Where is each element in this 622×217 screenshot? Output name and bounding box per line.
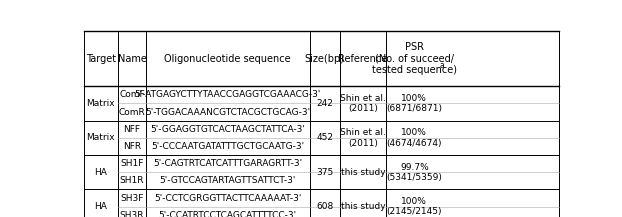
Text: 99.7%
(5341/5359): 99.7% (5341/5359) (386, 163, 442, 182)
Text: Reference: Reference (338, 54, 388, 64)
Text: SH3R: SH3R (120, 211, 144, 217)
Text: Name: Name (118, 54, 146, 64)
Text: 5'-GGAGGTGTCACTAAGCTATTCA-3': 5'-GGAGGTGTCACTAAGCTATTCA-3' (151, 125, 305, 134)
Text: Shin et al.
(2011): Shin et al. (2011) (340, 128, 386, 148)
Text: HA: HA (95, 168, 108, 177)
Text: Oligonucleotide sequence: Oligonucleotide sequence (164, 54, 291, 64)
Text: SH1R: SH1R (120, 176, 144, 185)
Text: Matrix: Matrix (86, 133, 115, 142)
Text: 5'-GTCCAGTARTAGTTSATTCT-3': 5'-GTCCAGTARTAGTTSATTCT-3' (160, 176, 296, 185)
Text: 5'-CCTCGRGGTTACTTCAAAAAT-3': 5'-CCTCGRGGTTACTTCAAAAAT-3' (154, 194, 302, 202)
Text: 452: 452 (316, 133, 333, 142)
Text: Shin et al.
(2011): Shin et al. (2011) (340, 94, 386, 113)
Text: PSR
(No. of succeed/
tested sequence): PSR (No. of succeed/ tested sequence) (372, 42, 457, 75)
Text: ComF: ComF (119, 90, 145, 99)
Text: 5'-TGGACAAANCGTCTACGCTGCAG-3': 5'-TGGACAAANCGTCTACGCTGCAG-3' (145, 107, 310, 117)
Text: Target: Target (86, 54, 116, 64)
Text: 375: 375 (316, 168, 333, 177)
Text: 608: 608 (316, 202, 333, 211)
Text: NFR: NFR (123, 142, 141, 151)
Text: this study: this study (341, 202, 385, 211)
Text: Matrix: Matrix (86, 99, 115, 108)
Text: 5'-ATGAGYCTTYTAACCGAGGTCGAAACG-3': 5'-ATGAGYCTTYTAACCGAGGTCGAAACG-3' (134, 90, 321, 99)
Text: 100%
(2145/2145): 100% (2145/2145) (387, 197, 442, 216)
Text: ComR: ComR (119, 107, 146, 117)
Text: 5'-CCATRTCCTCAGCATTTTCC-3': 5'-CCATRTCCTCAGCATTTTCC-3' (159, 211, 297, 217)
Text: SH1F: SH1F (120, 159, 144, 168)
Text: a: a (440, 61, 444, 70)
Text: 5'-CCCAATGATATTTGCTGCAATG-3': 5'-CCCAATGATATTTGCTGCAATG-3' (151, 142, 304, 151)
Text: 5'-CAGTRTCATCATTTGARAGRTT-3': 5'-CAGTRTCATCATTTGARAGRTT-3' (153, 159, 302, 168)
Text: 100%
(4674/4674): 100% (4674/4674) (387, 128, 442, 148)
Text: SH3F: SH3F (120, 194, 144, 202)
Text: NFF: NFF (124, 125, 141, 134)
Text: HA: HA (95, 202, 108, 211)
Text: Size(bp): Size(bp) (305, 54, 345, 64)
Text: 242: 242 (317, 99, 333, 108)
Text: this study: this study (341, 168, 385, 177)
Text: 100%
(6871/6871): 100% (6871/6871) (386, 94, 442, 113)
